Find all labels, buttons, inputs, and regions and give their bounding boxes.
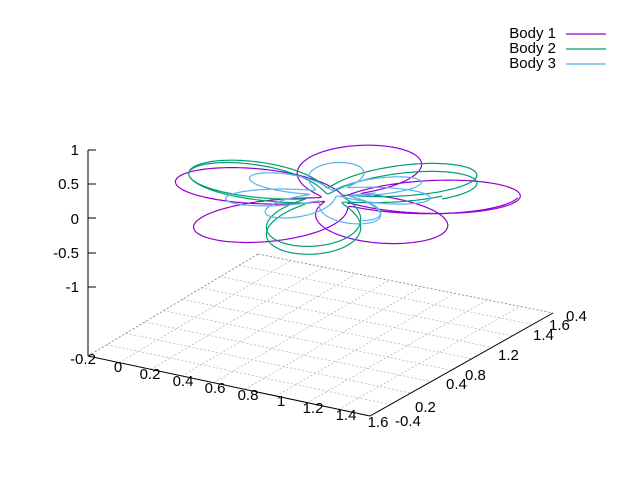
trajectories	[174, 144, 521, 255]
grid-line	[338, 306, 521, 410]
y-tick-label: 0.4	[566, 308, 587, 325]
legend-label-body-2: Body 2	[509, 40, 556, 57]
x-tick-label: 0	[114, 359, 122, 376]
grid-line	[201, 287, 493, 348]
grid-line	[181, 273, 357, 377]
series-line-body-2	[188, 159, 478, 255]
x-tick-label: 1.2	[303, 400, 324, 417]
x-tick-label: -0.2	[70, 351, 96, 368]
x-tick-label: 1.6	[368, 414, 389, 431]
legend-label-body-1: Body 1	[509, 25, 556, 42]
base-plane-grid	[87, 253, 554, 417]
grid-line	[275, 293, 455, 397]
grid-line	[239, 264, 533, 325]
y-tick-label: 1.2	[498, 347, 519, 364]
x-tick-label: 1.4	[336, 407, 357, 424]
y-tick-label: 1.6	[549, 317, 570, 334]
y-tick-label: 0.4	[446, 376, 467, 393]
series-line-body-3	[225, 161, 431, 225]
z-tick-label: 0	[71, 211, 79, 228]
grid-line	[150, 266, 324, 370]
grid-line	[125, 332, 411, 394]
grid-line	[119, 260, 291, 363]
y-tick-label: 0.8	[465, 367, 486, 384]
x-tick-label: 0.4	[173, 373, 194, 390]
y-ticks: -0.4 0.2 0.4 0.8 1.2 1.4 1.6 0.4	[395, 308, 587, 430]
grid-line	[220, 276, 513, 337]
z-tick-label: -0.5	[53, 245, 79, 262]
z-ticks: 1 0.5 0 -0.5 -1	[53, 142, 96, 296]
grid-line	[307, 299, 488, 403]
x-tick-label: 0.8	[238, 387, 259, 404]
y-tick-label: -0.4	[395, 413, 421, 430]
y-axis-front-edge	[369, 312, 554, 417]
x-ticks: -0.2 0 0.2 0.4 0.6 0.8 1 1.2 1.4 1.6	[70, 351, 388, 431]
grid-line	[163, 310, 452, 371]
grid-line	[106, 344, 391, 405]
legend-label-body-3: Body 3	[509, 55, 556, 72]
grid-line	[182, 298, 472, 360]
x-tick-label: 1	[277, 393, 285, 410]
grid-line	[244, 286, 423, 390]
x-axis-front-edge	[87, 355, 371, 417]
y-tick-label: 0.2	[415, 399, 436, 416]
z-tick-label: 1	[71, 142, 79, 159]
z-tick-label: -1	[66, 279, 79, 296]
x-tick-label: 0.2	[140, 366, 161, 383]
grid-line	[213, 279, 390, 383]
grid-edge	[257, 253, 554, 314]
series-line-body-1	[174, 144, 521, 245]
y-tick-label: 1.4	[533, 327, 554, 344]
grid-edge	[87, 253, 259, 357]
grid-line	[144, 321, 432, 383]
legend: Body 1 Body 2 Body 3	[509, 25, 606, 72]
x-tick-label: 0.6	[205, 380, 226, 397]
z-tick-label: 0.5	[58, 176, 79, 193]
